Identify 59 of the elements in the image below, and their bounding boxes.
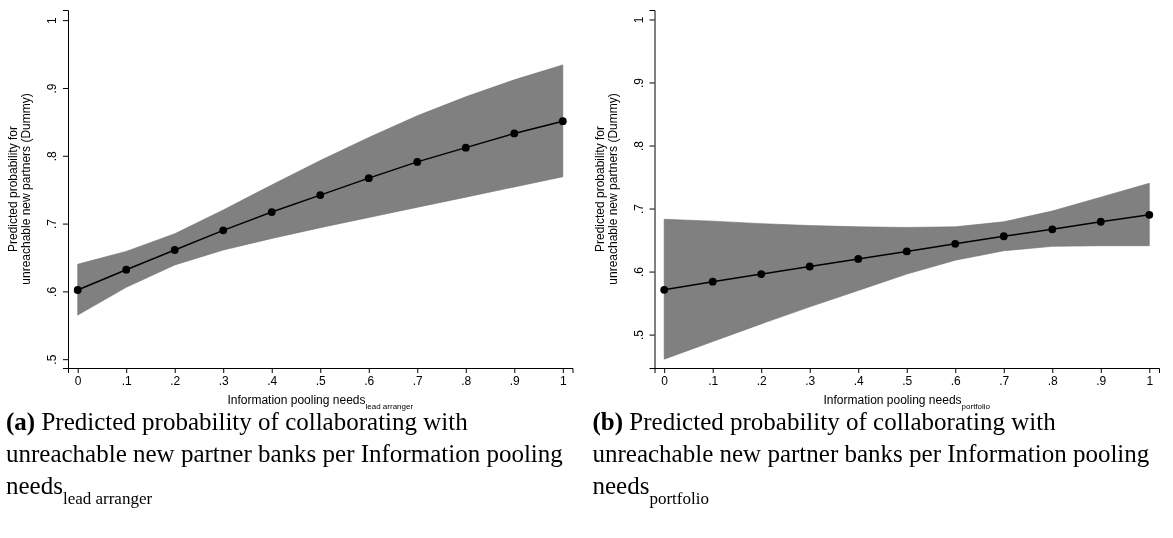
x-tick-label: .3: [805, 373, 816, 388]
y-tick-label: .7: [45, 218, 59, 230]
x-tick-label: .9: [509, 373, 521, 388]
x-tick-label: .2: [170, 373, 181, 388]
y-tick-label: 1: [45, 17, 59, 25]
x-tick-label: .6: [950, 373, 962, 388]
point: [413, 157, 422, 166]
point: [660, 285, 669, 294]
point: [316, 191, 325, 199]
x-tick-label: .1: [708, 373, 719, 388]
point: [854, 255, 863, 263]
y-tick-label: .7: [631, 203, 646, 215]
point: [364, 174, 373, 183]
x-tick-label: .2: [756, 373, 768, 388]
y-tick-label: .5: [45, 354, 59, 365]
x-tick-label: .6: [364, 373, 375, 388]
point: [73, 286, 82, 294]
point: [951, 239, 960, 248]
x-axis-title: Information pooling needs$_{lead arranger}$: [227, 393, 414, 411]
y-tick-label: .6: [631, 266, 646, 278]
x-tick-label: .9: [1096, 373, 1107, 388]
y-tick-label: .9: [45, 83, 59, 94]
x-tick-label: 1: [1146, 373, 1154, 388]
point: [805, 262, 814, 271]
point: [510, 129, 519, 138]
y-tick-label: .8: [631, 140, 646, 152]
x-tick-label: 0: [661, 373, 669, 388]
point: [219, 226, 228, 235]
point: [999, 232, 1008, 241]
y-axis-title: Predicted probability for unreachable new partners (Dummy): [6, 93, 33, 285]
point: [757, 270, 766, 278]
point: [461, 143, 470, 152]
y-axis-title: Predicted probability for unreachable new partners (Dummy): [592, 93, 620, 285]
x-tick-label: .8: [461, 373, 472, 388]
point: [1096, 217, 1105, 226]
x-tick-label: 0: [74, 373, 82, 388]
y-tick-label: 1: [631, 16, 646, 24]
x-tick-label: .7: [999, 373, 1010, 388]
point: [902, 247, 911, 256]
y-tick-label: .5: [631, 329, 646, 341]
y-tick-label: .6: [45, 286, 59, 297]
y-tick-label: .9: [631, 77, 646, 88]
x-tick-label: .5: [902, 373, 913, 388]
x-tick-label: 1: [559, 373, 567, 388]
x-tick-label: .4: [267, 373, 278, 388]
x-tick-label: .8: [1047, 373, 1059, 388]
point: [708, 277, 717, 286]
point: [1145, 210, 1154, 219]
point: [1048, 225, 1057, 234]
x-tick-label: .7: [412, 373, 424, 388]
point: [170, 246, 179, 254]
x-tick-label: .4: [853, 373, 865, 388]
y-tick-label: .8: [45, 150, 59, 162]
point: [558, 117, 567, 126]
x-tick-label: .5: [315, 373, 327, 388]
x-tick-label: .3: [218, 373, 230, 388]
point: [267, 208, 276, 216]
x-tick-label: .1: [121, 373, 133, 388]
point: [122, 265, 131, 274]
